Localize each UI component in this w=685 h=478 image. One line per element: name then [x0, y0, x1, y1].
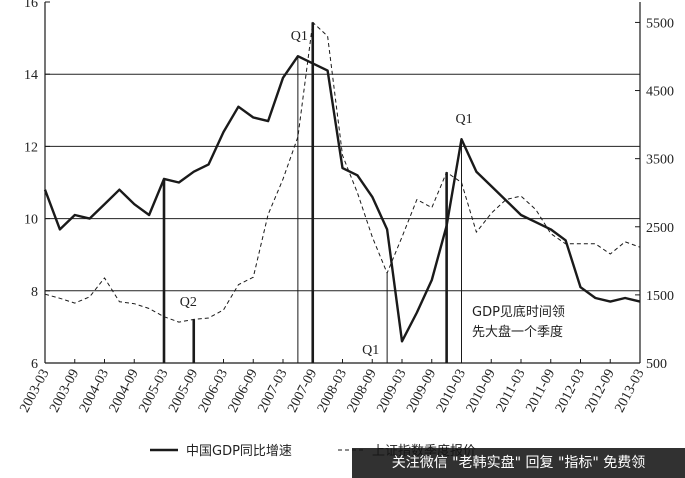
right-tick-label: 3500 [646, 153, 674, 168]
left-tick-label: 12 [24, 140, 38, 155]
gdp-line [43, 55, 641, 343]
right-tick-label: 1500 [646, 289, 674, 304]
annotation-note: 先大盘一个季度 [472, 324, 563, 340]
right-tick-label: 5500 [646, 16, 674, 31]
series-lines [43, 21, 641, 343]
marker-label: Q2 [180, 295, 197, 310]
right-tick-label: 2500 [646, 221, 674, 236]
marker-label: Q1 [291, 29, 308, 44]
right-tick-label: 4500 [646, 85, 674, 100]
marker-label: Q1 [362, 343, 379, 358]
tick-labels: 6810121416500150025003500450055002003-03… [17, 0, 674, 415]
left-tick-label: 10 [24, 213, 38, 228]
right-tick-label: 500 [646, 357, 667, 372]
left-tick-label: 14 [24, 68, 38, 83]
left-tick-label: 6 [31, 357, 38, 372]
annotation-note: GDP见底时间领 [472, 304, 565, 320]
marker-label: Q1 [456, 112, 473, 127]
gridlines [45, 73, 640, 292]
legend-label-gdp: 中国GDP同比增速 [186, 444, 292, 459]
left-tick-label: 8 [31, 285, 38, 300]
watermark-banner: 关注微信 "老韩实盘" 回复 "指标" 免费领 [352, 448, 685, 478]
marker-lines [162, 22, 462, 363]
left-tick-label: 16 [24, 0, 38, 11]
axes [44, 1, 641, 364]
index-line [44, 21, 641, 323]
